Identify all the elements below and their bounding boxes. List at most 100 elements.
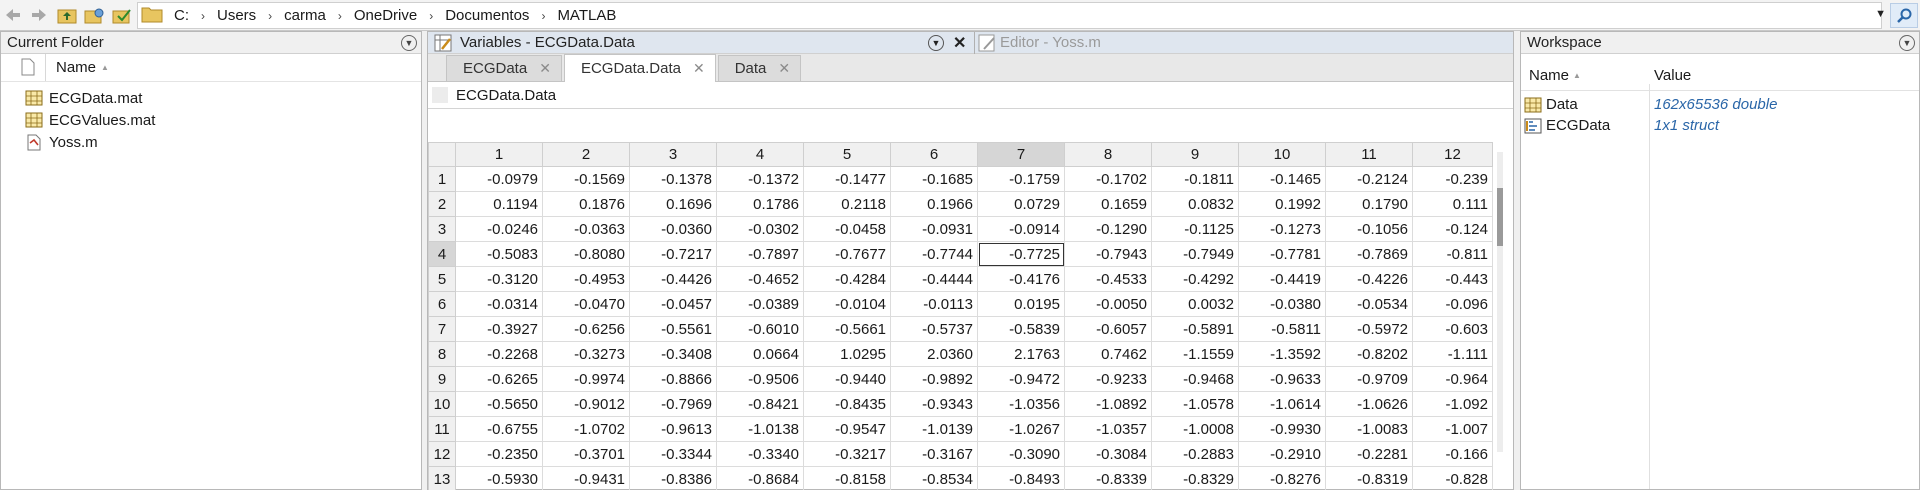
table-cell[interactable]: -0.7969 [629, 391, 717, 417]
column-header-5[interactable]: 5 [803, 142, 891, 167]
close-icon[interactable]: ✕ [778, 60, 791, 76]
panel-menu-icon[interactable]: ▼ [1899, 35, 1915, 51]
close-icon[interactable]: ✕ [953, 35, 967, 52]
panel-menu-icon[interactable]: ▼ [928, 35, 944, 51]
forward-arrow-icon[interactable] [26, 2, 52, 28]
variable-table[interactable]: 1 2 3 4 5 6 7 8 9 10 11 12 1 -0.0979 -0.1569 -0.1378 -0… [428, 142, 1493, 490]
table-cell[interactable]: 0.0832 [1151, 191, 1239, 217]
table-cell[interactable]: -0.9431 [542, 466, 630, 490]
table-cell[interactable]: -0.9930 [1238, 416, 1326, 442]
table-cell[interactable]: -0.2350 [455, 441, 543, 467]
table-cell[interactable]: 0.7462 [1064, 341, 1152, 367]
corner-cell[interactable] [428, 142, 456, 167]
table-cell[interactable]: -0.0457 [629, 291, 717, 317]
table-cell[interactable]: -0.5737 [890, 316, 978, 342]
table-cell[interactable]: 0.1659 [1064, 191, 1152, 217]
table-cell[interactable]: -0.1477 [803, 166, 891, 192]
list-item[interactable]: ECGData.mat [1, 87, 421, 109]
column-header-8[interactable]: 8 [1064, 142, 1152, 167]
table-cell[interactable]: -0.8435 [803, 391, 891, 417]
table-cell[interactable]: -0.4652 [716, 266, 804, 292]
up-folder-icon[interactable] [54, 2, 80, 28]
table-cell[interactable]: -0.4426 [629, 266, 717, 292]
table-cell[interactable]: -0.3090 [977, 441, 1065, 467]
table-cell[interactable]: 0.1876 [542, 191, 630, 217]
table-cell[interactable]: -0.7869 [1325, 241, 1413, 267]
table-cell[interactable]: 2.1763 [977, 341, 1065, 367]
breadcrumb-item[interactable]: Documentos [445, 7, 530, 24]
table-cell[interactable]: -1.111 [1412, 341, 1493, 367]
table-cell[interactable]: -0.0113 [890, 291, 978, 317]
table-cell[interactable]: -0.166 [1412, 441, 1493, 467]
column-header-name[interactable]: Name [1529, 67, 1570, 84]
editor-tab-title[interactable]: Editor - Yoss.m [1000, 34, 1101, 51]
table-cell[interactable]: -0.3084 [1064, 441, 1152, 467]
table-cell[interactable]: -0.2281 [1325, 441, 1413, 467]
tab-data[interactable]: Data ✕ [717, 55, 802, 81]
table-cell[interactable]: -0.0050 [1064, 291, 1152, 317]
table-cell[interactable]: -0.0302 [716, 216, 804, 242]
table-cell[interactable]: -0.0314 [455, 291, 543, 317]
table-cell[interactable]: -0.5811 [1238, 316, 1326, 342]
table-cell[interactable]: 0.1790 [1325, 191, 1413, 217]
row-header[interactable]: 8 [428, 341, 456, 367]
table-cell[interactable]: -0.9506 [716, 366, 804, 392]
row-header[interactable]: 12 [428, 441, 456, 467]
table-cell[interactable]: -0.8421 [716, 391, 804, 417]
table-cell[interactable]: -1.092 [1412, 391, 1493, 417]
table-cell[interactable]: -0.5891 [1151, 316, 1239, 342]
table-cell[interactable]: -1.007 [1412, 416, 1493, 442]
row-header[interactable]: 11 [428, 416, 456, 442]
table-cell[interactable]: -0.1372 [716, 166, 804, 192]
table-cell[interactable]: -0.9547 [803, 416, 891, 442]
table-cell[interactable]: -0.7217 [629, 241, 717, 267]
table-cell[interactable]: 0.1966 [890, 191, 978, 217]
table-cell[interactable]: -0.6755 [455, 416, 543, 442]
data-grid[interactable]: 1 2 3 4 5 6 7 8 9 10 11 12 1 -0.0979 -0.1569 -0.1378 -0… [428, 142, 1513, 490]
table-cell[interactable]: -1.0138 [716, 416, 804, 442]
breadcrumb-item[interactable]: C: [174, 7, 189, 24]
table-cell[interactable]: -0.8493 [977, 466, 1065, 490]
table-cell[interactable]: -0.5083 [455, 241, 543, 267]
table-cell[interactable]: -0.4292 [1151, 266, 1239, 292]
table-cell[interactable]: -0.0246 [455, 216, 543, 242]
table-cell[interactable]: -0.6057 [1064, 316, 1152, 342]
row-header[interactable]: 13 [428, 466, 456, 490]
table-cell[interactable]: -0.9440 [803, 366, 891, 392]
table-cell[interactable]: -0.0931 [890, 216, 978, 242]
list-item[interactable]: Data 162x65536 double [1521, 94, 1919, 115]
table-cell[interactable]: -0.0380 [1238, 291, 1326, 317]
table-cell[interactable]: -0.9974 [542, 366, 630, 392]
column-header-9[interactable]: 9 [1151, 142, 1239, 167]
table-cell[interactable]: -0.3217 [803, 441, 891, 467]
table-cell[interactable]: -0.1702 [1064, 166, 1152, 192]
breadcrumb-item[interactable]: Users [217, 7, 257, 24]
table-cell[interactable]: -0.7744 [890, 241, 978, 267]
table-cell[interactable]: -0.8534 [890, 466, 978, 490]
table-cell[interactable]: -0.5972 [1325, 316, 1413, 342]
table-cell[interactable]: -0.7943 [1064, 241, 1152, 267]
table-cell[interactable]: -0.9343 [890, 391, 978, 417]
breadcrumb-item[interactable]: MATLAB [557, 7, 617, 24]
table-cell[interactable]: -0.1759 [977, 166, 1065, 192]
column-header-name[interactable]: Name [56, 59, 97, 76]
tab-ecgdata-data[interactable]: ECGData.Data ✕ [563, 54, 716, 82]
table-cell[interactable]: -1.0356 [977, 391, 1065, 417]
table-cell[interactable]: -0.8202 [1325, 341, 1413, 367]
column-header-12[interactable]: 12 [1412, 142, 1493, 167]
table-cell[interactable]: -0.4533 [1064, 266, 1152, 292]
table-cell[interactable]: -0.124 [1412, 216, 1493, 242]
table-cell[interactable]: -0.8386 [629, 466, 717, 490]
table-cell[interactable]: -0.9892 [890, 366, 978, 392]
table-cell[interactable]: -0.5561 [629, 316, 717, 342]
table-cell[interactable]: -0.8158 [803, 466, 891, 490]
table-cell[interactable]: -0.9012 [542, 391, 630, 417]
table-cell[interactable]: 0.1194 [455, 191, 543, 217]
table-cell[interactable]: -0.3120 [455, 266, 543, 292]
table-cell[interactable]: -0.5661 [803, 316, 891, 342]
table-cell[interactable]: -0.1685 [890, 166, 978, 192]
column-header-10[interactable]: 10 [1238, 142, 1326, 167]
table-cell[interactable]: -0.8339 [1064, 466, 1152, 490]
table-cell[interactable]: -0.3167 [890, 441, 978, 467]
table-cell[interactable]: 0.1696 [629, 191, 717, 217]
